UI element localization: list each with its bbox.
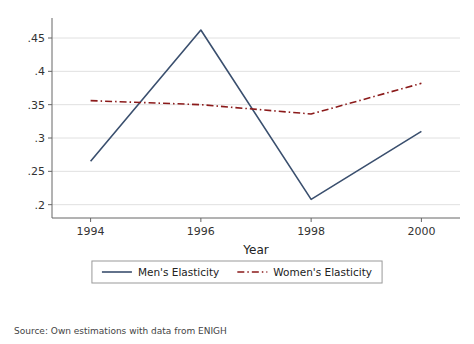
series-lines [91, 30, 422, 199]
y-tick [48, 104, 52, 105]
x-tick [90, 218, 91, 222]
y-tick [48, 204, 52, 205]
legend-label: Men's Elasticity [138, 266, 219, 278]
x-tick [421, 218, 422, 222]
y-tick-label: .4 [35, 65, 46, 78]
source-note: Source: Own estimations with data from E… [14, 326, 227, 336]
grid-line [52, 171, 460, 172]
x-tick-label: 2000 [407, 225, 435, 238]
legend-box [92, 261, 382, 283]
series-line [91, 30, 422, 199]
legend: Men's Elasticity Women's Elasticity [92, 261, 382, 283]
x-tick-label: 1996 [187, 225, 215, 238]
grid [52, 38, 460, 205]
grid-line [52, 38, 460, 39]
y-tick-label: .25 [28, 165, 46, 178]
y-tick-label: .2 [35, 199, 46, 212]
y-axis [52, 18, 53, 218]
y-tick-label: .3 [35, 132, 46, 145]
series-line [91, 83, 422, 114]
grid-line [52, 138, 460, 139]
x-tick-label: 1994 [77, 225, 105, 238]
legend-swatch [237, 271, 267, 273]
y-tick-label: .35 [28, 99, 46, 112]
y-tick-label: .45 [28, 32, 46, 45]
x-axis-label: Year [242, 243, 268, 257]
y-tick [48, 71, 52, 72]
x-tick-label: 1998 [297, 225, 325, 238]
legend-label: Women's Elasticity [273, 266, 372, 278]
y-tick [48, 38, 52, 39]
y-tick [48, 171, 52, 172]
chart: .2 .25 .3 .35 .4 .45 1994 1996 1998 2000 Year Men's… [0, 0, 474, 344]
x-tick [200, 218, 201, 222]
x-axis [52, 218, 460, 219]
y-tick [48, 138, 52, 139]
grid-line [52, 204, 460, 205]
grid-line [52, 104, 460, 105]
x-tick [311, 218, 312, 222]
legend-swatch [102, 271, 132, 273]
grid-line [52, 71, 460, 72]
